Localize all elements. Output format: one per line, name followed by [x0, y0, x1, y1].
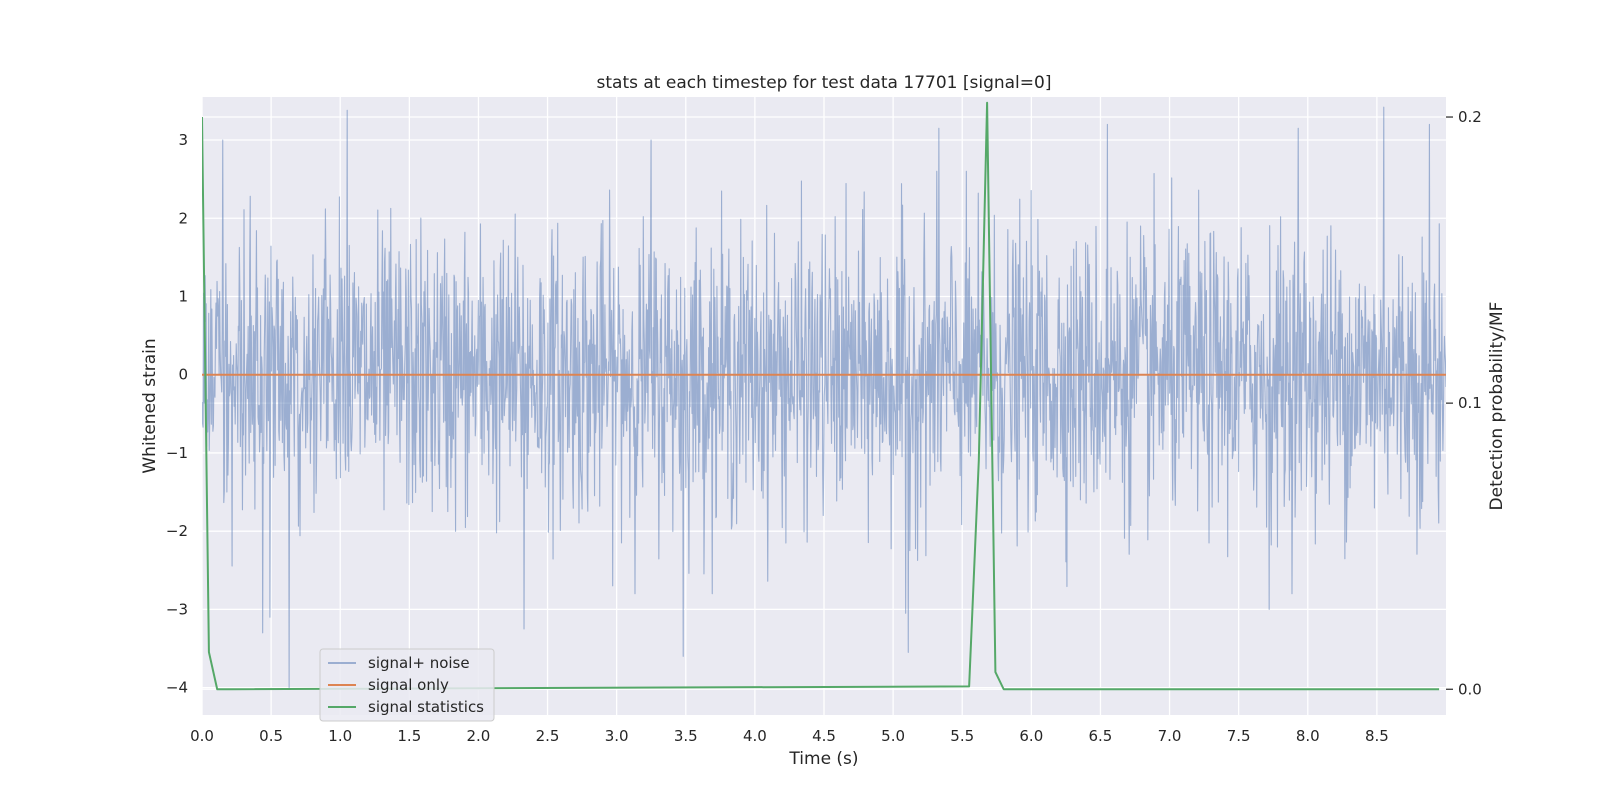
x-tick-label: 5.0: [881, 727, 905, 745]
series-line-0: [202, 106, 1446, 689]
y-tick-label: 2: [178, 209, 188, 227]
axes: 0.0 0.5 1.0 1.5 2.0 2.5 3.0 3.5 4.0 4.5 5.0 5.5 6.0 6…: [166, 108, 1482, 745]
chart-title: stats at each timestep for test data 177…: [597, 73, 1052, 93]
x-axis-label: Time (s): [788, 749, 858, 769]
x-tick-label: 5.5: [950, 727, 974, 745]
x-tick-label: 4.0: [743, 727, 767, 745]
plot-clip-region: [202, 101, 1446, 691]
legend-label: signal only: [368, 676, 449, 694]
legend-box: [319, 648, 495, 722]
y2-tick-label: 0.2: [1458, 108, 1482, 126]
x-tick-label: 8.5: [1365, 727, 1389, 745]
y2-axis-label: Detection probability/MF: [1487, 302, 1507, 511]
y2-tick-label: 0.0: [1458, 680, 1482, 698]
y-tick-label: −2: [166, 522, 188, 540]
x-tick-label: 0.0: [190, 727, 214, 745]
legend-label: signal statistics: [368, 698, 484, 716]
x-tick-label: 6.5: [1089, 727, 1113, 745]
x-tick-label: 2.0: [467, 727, 491, 745]
x-tick-label: 7.5: [1227, 727, 1251, 745]
legend-label: signal+ noise: [368, 654, 470, 672]
y-tick-label: 1: [178, 287, 188, 305]
x-tick-label: 1.5: [397, 727, 421, 745]
x-tick-label: 7.0: [1158, 727, 1182, 745]
x-tick-label: 3.0: [605, 727, 629, 745]
x-tick-label: 1.0: [328, 727, 352, 745]
x-tick-label: 3.5: [674, 727, 698, 745]
y-tick-label: −4: [166, 679, 188, 697]
y2-tick-label: 0.1: [1458, 394, 1482, 412]
y-tick-label: 0: [178, 366, 188, 384]
y-tick-label: 3: [178, 131, 188, 149]
legend: signal+ noise signal only signal statistic…: [319, 648, 495, 722]
x-tick-label: 4.5: [812, 727, 836, 745]
y-tick-label: −3: [166, 600, 188, 618]
series-line-2: [202, 101, 1440, 691]
x-tick-label: 2.5: [536, 727, 560, 745]
x-tick-label: 0.5: [259, 727, 283, 745]
y-axis-label: Whitened strain: [140, 338, 160, 473]
x-tick-label: 6.0: [1019, 727, 1043, 745]
x-tick-label: 8.0: [1296, 727, 1320, 745]
y-tick-label: −1: [166, 444, 188, 462]
